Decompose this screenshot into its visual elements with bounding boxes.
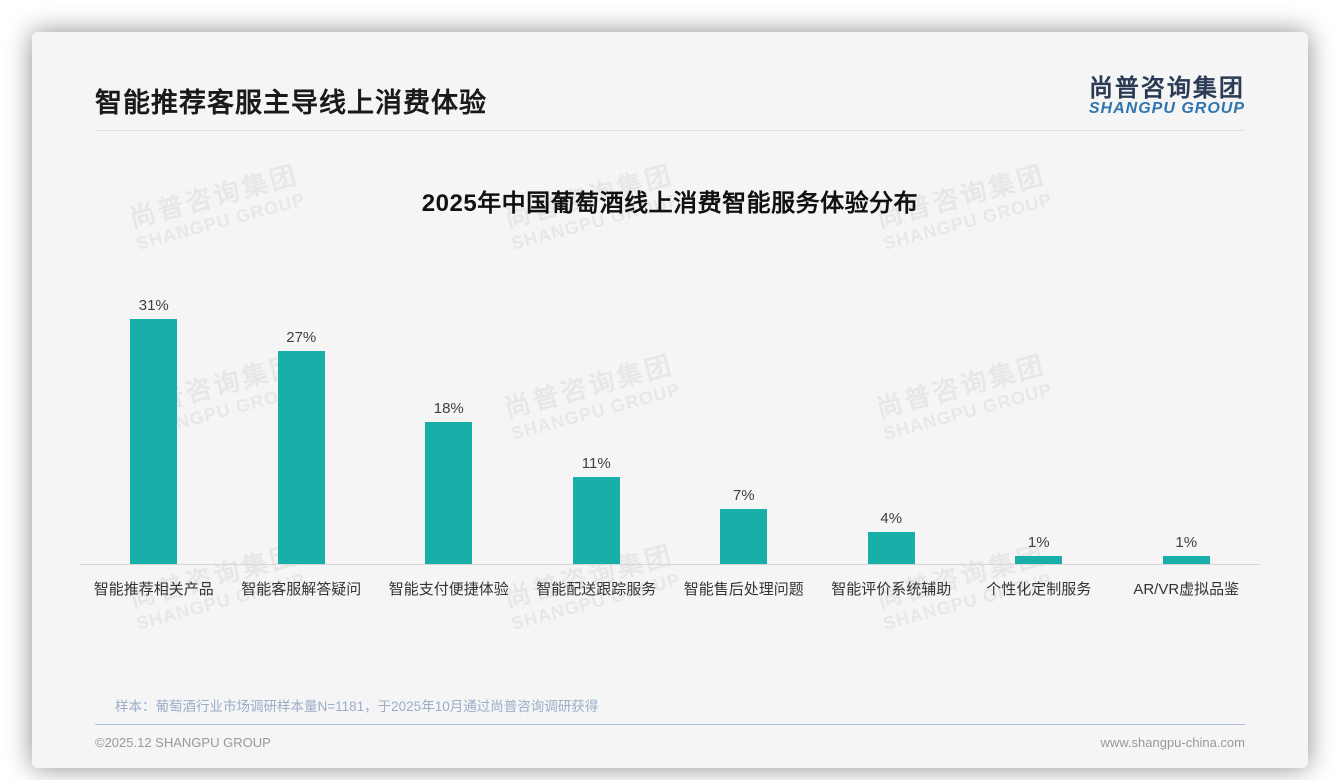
bar-value-label: 31% [138, 297, 169, 314]
bar-group: 18% [375, 400, 523, 564]
website-text: www.shangpu-china.com [1100, 735, 1245, 750]
chart-plot-area: 31% 27% 18% 11% 7% 4% 1% 1% [80, 264, 1260, 565]
slide-card: 尚普咨询集团 SHANGPU GROUP 尚普咨询集团 SHANGPU GROUP 尚普… [32, 32, 1308, 768]
chart-category-axis: 智能推荐相关产品 智能客服解答疑问 智能支付便捷体验 智能配送跟踪服务 智能售后处理问题… [80, 578, 1260, 599]
category-label: 智能客服解答疑问 [241, 581, 362, 598]
bar-value-label: 11% [581, 455, 611, 472]
bar-chart: 31% 27% 18% 11% 7% 4% 1% 1% 智能推荐相关产品 智能客服解答疑问 智能支… [80, 264, 1260, 599]
category-label: 智能推荐相关产品 [93, 581, 214, 598]
bar-value-label: 7% [732, 487, 755, 504]
bar-group: 11% [523, 455, 671, 564]
page-title: 智能推荐客服主导线上消费体验 [95, 88, 487, 118]
bar [130, 319, 178, 564]
bar-group: 7% [670, 487, 818, 564]
bar-value-label: 27% [286, 329, 317, 346]
category-label: 智能评价系统辅助 [831, 581, 952, 598]
footer-divider [95, 724, 1245, 725]
sample-note: 样本：葡萄酒行业市场调研样本量N=1181，于2025年10月通过尚普咨询调研获… [115, 699, 599, 714]
bar [425, 422, 473, 564]
copyright-text: ©2025.12 SHANGPU GROUP [95, 735, 271, 750]
category-label: 智能配送跟踪服务 [536, 581, 657, 598]
bar-group: 31% [80, 297, 228, 564]
bar-value-label: 4% [880, 510, 903, 527]
shangpu-logo: 尚普咨询集团 SHANGPU GROUP [1089, 76, 1245, 120]
category-label: 个性化定制服务 [986, 581, 1092, 598]
header: 智能推荐客服主导线上消费体验 尚普咨询集团 SHANGPU GROUP [95, 32, 1245, 120]
bar [277, 351, 325, 564]
bar-group: 1% [965, 534, 1113, 564]
bar [867, 532, 915, 564]
bar-group: 27% [228, 329, 376, 564]
bar-group: 4% [818, 510, 966, 564]
bar [1162, 556, 1210, 564]
bar-value-label: 1% [1027, 534, 1050, 551]
bar [1015, 556, 1063, 564]
category-label: 智能售后处理问题 [683, 581, 804, 598]
category-label: 智能支付便捷体验 [388, 581, 509, 598]
logo-cn-text: 尚普咨询集团 [1088, 75, 1245, 103]
bar [720, 509, 768, 564]
bar-value-label: 18% [433, 400, 464, 417]
bar-value-label: 1% [1175, 534, 1198, 551]
chart-title: 2025年中国葡萄酒线上消费智能服务体验分布 [421, 190, 919, 217]
logo-en-text: SHANGPU GROUP [1088, 100, 1245, 118]
category-label: AR/VR虚拟品鉴 [1133, 581, 1240, 598]
footer: ©2025.12 SHANGPU GROUP www.shangpu-china… [95, 735, 1245, 750]
bar [572, 477, 620, 564]
header-divider [95, 130, 1245, 131]
bar-group: 1% [1113, 534, 1261, 564]
